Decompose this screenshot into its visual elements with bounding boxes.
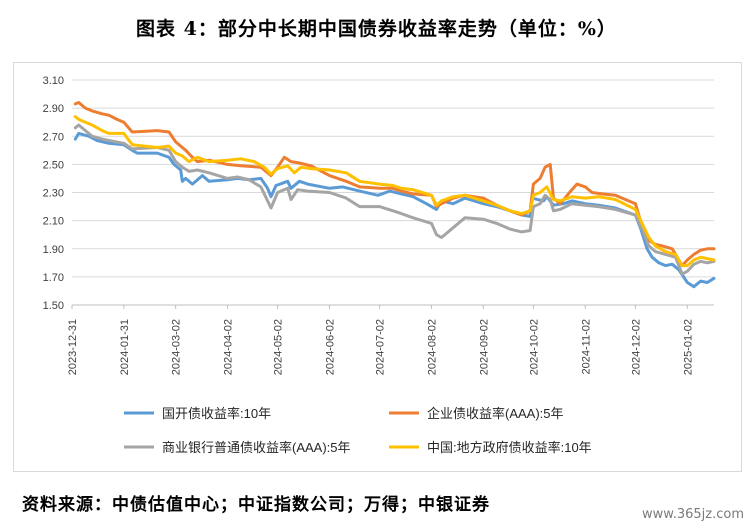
y-tick-label: 2.10: [43, 216, 64, 228]
line-chart: 3.10 2.90 2.70 2.50 2.30 2.10 1.90 1.70 1.502023…: [43, 75, 716, 455]
y-tick-label: 2.90: [43, 103, 64, 115]
series-line-2: [73, 101, 716, 268]
x-tick-label: 2024-04-02: [222, 319, 234, 375]
y-tick-label: 2.70: [43, 131, 64, 143]
x-tick-label: 2024-09-02: [478, 319, 490, 375]
y-tick-label: 2.50: [43, 159, 64, 171]
source-note: 资料来源：中债估值中心；中证指数公司；万得；中银证券: [22, 495, 490, 515]
x-tick-label: 2024-05-02: [273, 319, 285, 375]
x-tick-label: 2024-12-02: [630, 319, 642, 375]
x-tick-label: 2023-12-31: [67, 319, 79, 375]
x-tick-label: 2024-03-02: [171, 319, 183, 375]
series-line-4: [73, 115, 716, 268]
y-tick-label: 3.10: [43, 75, 64, 87]
x-tick-label: 2024-08-02: [426, 319, 438, 375]
y-tick-label: 1.70: [43, 272, 64, 284]
y-tick-label: 1.50: [43, 300, 64, 312]
x-tick-label: 2024-11-02: [580, 319, 592, 374]
y-tick-label: 2.30: [43, 188, 64, 200]
x-tick-label: 2024-10-02: [528, 319, 540, 375]
x-tick-label: 2024-07-02: [375, 319, 387, 375]
x-tick-label: 2024-01-31: [119, 319, 131, 375]
legend-label-1: 国开债收益率:10年: [162, 406, 271, 421]
chart-title: 图表 4：部分中长期中国债券收益率走势（单位：%）: [136, 18, 617, 40]
legend-label-2: 企业债收益率(AAA):5年: [427, 406, 564, 421]
legend-label-3: 商业银行普通债收益率(AAA):5年: [162, 440, 351, 455]
series-line-3: [73, 123, 716, 276]
legend-label-4: 中国:地方政府债收益率:10年: [427, 440, 592, 455]
x-tick-label: 2024-06-02: [324, 319, 336, 375]
y-tick-label: 1.90: [43, 244, 64, 256]
chart-panel: 3.10 2.90 2.70 2.50 2.30 2.10 1.90 1.70 1.50 2023…: [13, 62, 742, 472]
x-tick-label: 2025-01-02: [682, 319, 694, 375]
watermark: www.365jz.com: [639, 506, 747, 523]
